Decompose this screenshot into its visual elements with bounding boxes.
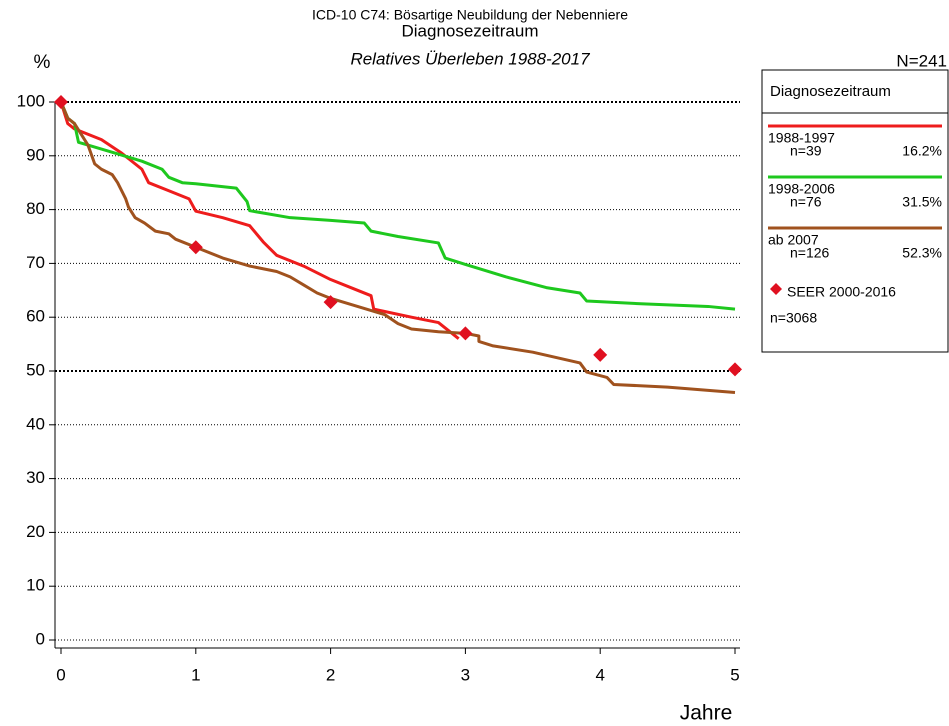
legend-share: 52.3% [902, 245, 942, 261]
y-tick-label: 100 [17, 91, 45, 110]
x-tick-label: 1 [191, 665, 200, 684]
data-point [188, 240, 203, 255]
legend-share: 16.2% [902, 143, 942, 159]
x-tick-label: 0 [56, 665, 65, 684]
data-point [728, 362, 742, 377]
y-tick-label: 50 [26, 360, 45, 379]
legend-count: n=3068 [770, 310, 817, 326]
data-point [323, 295, 338, 310]
x-tick-label: 4 [595, 665, 604, 684]
y-tick-label: 70 [26, 253, 45, 272]
legend-box [761, 69, 949, 353]
data-point [54, 95, 68, 109]
y-tick-label: 90 [26, 145, 45, 164]
legend-swatch [770, 283, 782, 295]
x-tick-label: 5 [730, 665, 739, 684]
legend-label: ab 2007 [768, 232, 819, 248]
series-line [59, 101, 460, 340]
data-point [593, 347, 608, 362]
legend-label: 1998-2006 [768, 181, 835, 197]
y-tick-label: 60 [26, 307, 45, 326]
legend-count: n=126 [790, 245, 830, 261]
y-tick-label: 20 [26, 522, 45, 541]
series-line [59, 101, 736, 311]
series-line [59, 101, 736, 395]
y-tick-label: 40 [26, 414, 45, 433]
x-axis-label: Jahre [680, 702, 733, 725]
y-tick-label: 30 [26, 468, 45, 487]
x-tick-label: 2 [326, 665, 335, 684]
y-axis-label: % [34, 52, 51, 73]
legend-label: 1988-1997 [768, 130, 835, 146]
y-tick-label: 80 [26, 199, 45, 218]
chart-subtitle: Diagnosezeitraum [401, 21, 538, 40]
y-tick-label: 10 [26, 576, 45, 595]
total-label: N=241 [896, 51, 947, 70]
data-point [458, 326, 473, 341]
chart-subtitle: Relatives Überleben 1988-2017 [350, 49, 590, 68]
legend-label: SEER 2000-2016 [787, 284, 896, 300]
legend-count: n=76 [790, 194, 822, 210]
legend-count: n=39 [790, 143, 822, 159]
legend-title: Diagnosezeitraum [770, 83, 891, 100]
legend-share: 31.5% [902, 194, 942, 210]
y-tick-label: 0 [36, 629, 45, 648]
chart-title: ICD-10 C74: Bösartige Neubildung der Neb… [312, 7, 628, 23]
x-tick-label: 3 [461, 665, 470, 684]
